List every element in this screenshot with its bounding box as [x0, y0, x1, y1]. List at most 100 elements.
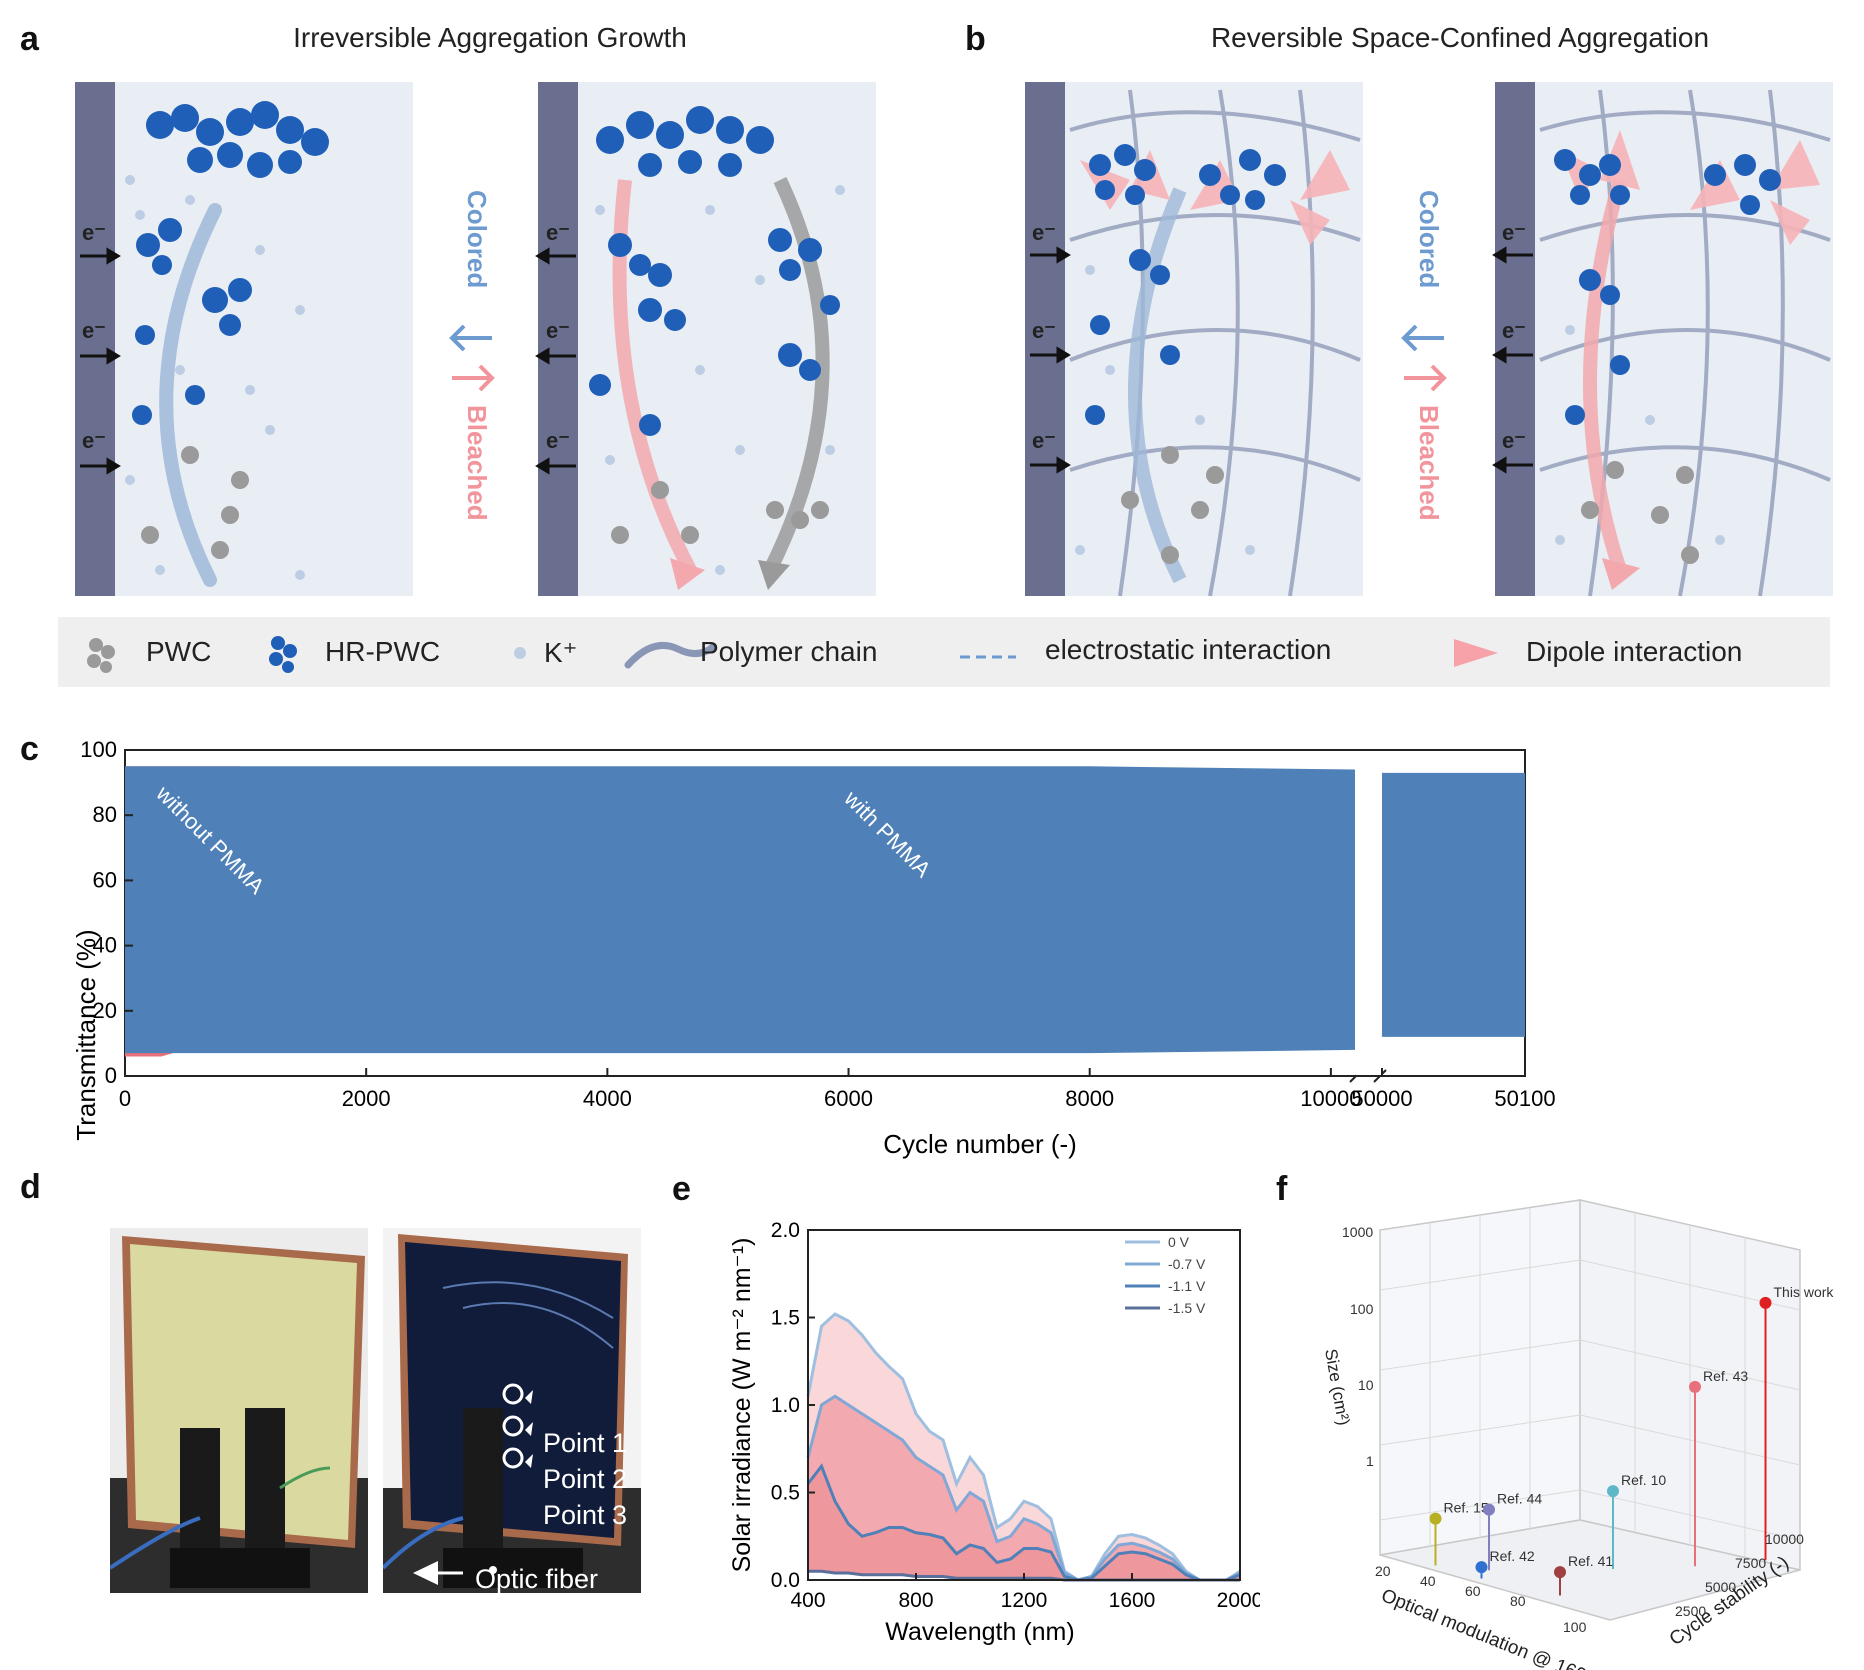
bleached-label: Bleached [1414, 405, 1444, 521]
electrode-bar [75, 82, 115, 596]
legend-label-hr-pwc: HR-PWC [325, 636, 441, 667]
chart-c-ytick-label: 80 [93, 802, 117, 827]
bleached-label: Bleached [462, 405, 492, 521]
chart-e-ytick-label: 0.0 [771, 1569, 800, 1592]
benchmark-3d-chart: This work Ref. 43 Ref. 10 Ref. 15 Ref. 44 Ref… [1321, 1199, 1835, 1670]
electron-label: e⁻ [1502, 220, 1526, 245]
colored-label: Colored [1414, 190, 1444, 288]
colored-label: Colored [462, 190, 492, 288]
chart-f-ytick: 2500 [1675, 1603, 1706, 1619]
panel-b-title: Reversible Space-Confined Aggregation [1210, 22, 1710, 53]
area-with-pmma [125, 766, 1355, 1054]
legend-label-polymer: Polymer chain [700, 636, 878, 667]
chart-c-xtick-label: 50000 [1351, 1086, 1412, 1111]
electron-label: e⁻ [82, 220, 106, 245]
legend-label-pwc: PWC [146, 636, 212, 667]
panel-d-label: d [20, 1168, 41, 1206]
chart-f-point [1689, 1380, 1701, 1393]
chart-c-areas [125, 751, 1525, 1075]
chart-f-point-label: Ref. 44 [1497, 1491, 1542, 1507]
dipole-wedge-icon [1454, 639, 1498, 667]
panel-a-switch-arrows: Colored Bleached [449, 190, 495, 521]
chart-e-xtick-label: 1600 [1109, 1589, 1156, 1612]
chart-c-xtick-label: 50100 [1494, 1086, 1555, 1111]
chart-c-xlabel: Cycle number (-) [883, 1129, 1077, 1159]
chart-e-ytick-label: 2.0 [771, 1219, 800, 1242]
electron-label: e⁻ [1032, 428, 1056, 453]
chart-f-xtick: 40 [1420, 1573, 1436, 1589]
chart-f-point-label: This work [1774, 1284, 1835, 1300]
electron-label: e⁻ [82, 428, 106, 453]
chart-c-ytick-label: 100 [80, 740, 117, 762]
chart-f-ytick: 5000 [1705, 1579, 1736, 1595]
chart-f-ztick: 10 [1358, 1377, 1374, 1393]
chart-f-point [1483, 1503, 1495, 1516]
chart-e-legend-label: 0 V [1168, 1234, 1190, 1250]
hr-pwc-cluster-icon [269, 636, 297, 673]
electron-label: e⁻ [1502, 318, 1526, 343]
chart-c-xtick-label: 6000 [824, 1086, 873, 1111]
chart-e-fill-band [808, 1396, 1240, 1580]
chart-f-point [1554, 1566, 1566, 1579]
panel-b-switch-arrows: Colored Bleached [1401, 190, 1447, 521]
chart-f-point [1759, 1296, 1772, 1309]
chart-f-point [1607, 1485, 1619, 1498]
chart-c-xtick-label: 2000 [342, 1086, 391, 1111]
legend-icons [87, 636, 1498, 673]
panel-c-label: c [20, 730, 39, 768]
hr-pwc-clusters [132, 101, 840, 436]
panel-a-title: Irreversible Aggregation Growth [293, 22, 687, 53]
polymer-chain-icon [624, 642, 717, 669]
chart-e-fill-band [808, 1314, 1240, 1580]
chart-f-point-label: Ref. 43 [1703, 1368, 1748, 1384]
chart-e-ylabel: Solar irradiance (W m⁻² nm⁻¹) [728, 1238, 756, 1573]
chart-f-xtick: 60 [1465, 1583, 1481, 1599]
chart-f-zlabel: Size (cm²) [1321, 1347, 1353, 1427]
panel-a-schematic [75, 82, 876, 596]
chart-f-ztick: 100 [1350, 1301, 1374, 1317]
electron-label: e⁻ [546, 220, 570, 245]
chart-f-point [1429, 1512, 1442, 1525]
solar-irradiance-chart: 400 800 1200 1600 2000 0.0 0.5 1.0 1.5 2.0 0 V -0.… [728, 1219, 1260, 1646]
axis-break-mark [1373, 1069, 1387, 1083]
chart-e-legend-label: -1.1 V [1168, 1278, 1206, 1294]
chart-e-xtick-label: 800 [898, 1589, 933, 1612]
electron-arrows-left [80, 247, 121, 475]
chart-c-xtick-label: 10000 [1300, 1086, 1361, 1111]
chart-c-xtick-label: 8000 [1065, 1086, 1114, 1111]
chart-e-fill-band [808, 1466, 1240, 1580]
chart-f-point [1475, 1561, 1488, 1574]
chart-f-xtick: 100 [1563, 1619, 1587, 1635]
chart-f-point-label: Ref. 10 [1621, 1472, 1666, 1488]
chart-c-ytick-label: 0 [105, 1063, 117, 1088]
chart-e-ytick-label: 1.5 [771, 1307, 800, 1330]
chart-e-xlabel: Wavelength (nm) [885, 1618, 1074, 1646]
point-2-label: Point 2 [543, 1464, 628, 1494]
legend-label-dipole: Dipole interaction [1526, 636, 1743, 667]
chart-f-ytick: 10000 [1765, 1531, 1804, 1547]
panel-a-label: a [20, 20, 39, 58]
panel-f-label: f [1276, 1170, 1288, 1208]
axis-break-gap [1356, 751, 1381, 1075]
chart-e-line--0-7-V [806, 1394, 1241, 1582]
panel-e-label: e [672, 1170, 691, 1208]
chart-f-ztick: 1000 [1342, 1224, 1373, 1240]
chart-f-point-label: Ref. 15 [1444, 1500, 1489, 1516]
electron-label: e⁻ [1032, 220, 1056, 245]
chart-c-ytick-label: 40 [93, 933, 117, 958]
cycle-arrow [159, 203, 222, 587]
chart-e-xtick-label: 400 [790, 1589, 825, 1612]
chart-e-ytick-label: 1.0 [771, 1394, 800, 1417]
chart-f-ztick: 1 [1366, 1453, 1374, 1469]
chart-e-legend-label: -0.7 V [1168, 1256, 1206, 1272]
chart-c-ylabel: Transmittance (%) [71, 929, 101, 1140]
chart-f-points: This work Ref. 43 Ref. 10 Ref. 15 Ref. 44 Ref… [1429, 1284, 1835, 1596]
chart-c-xtick-label: 0 [119, 1086, 131, 1111]
chart-e-legend-label: -1.5 V [1168, 1300, 1206, 1316]
electron-label: e⁻ [1032, 318, 1056, 343]
legend-label-electrostatic: electrostatic interaction [1045, 634, 1332, 665]
legend [58, 617, 1830, 687]
panel-b-label: b [965, 20, 986, 58]
